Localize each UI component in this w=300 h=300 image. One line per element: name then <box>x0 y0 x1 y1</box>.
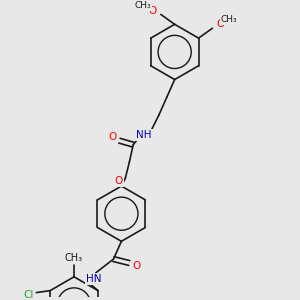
Text: O: O <box>114 176 123 186</box>
Text: NH: NH <box>136 130 152 140</box>
Text: O: O <box>149 5 157 16</box>
Text: Cl: Cl <box>23 290 34 300</box>
Text: HN: HN <box>86 274 101 284</box>
Text: CH₃: CH₃ <box>221 15 238 24</box>
Text: CH₃: CH₃ <box>135 1 152 10</box>
Text: O: O <box>132 261 140 271</box>
Text: O: O <box>216 19 224 29</box>
Text: CH₃: CH₃ <box>65 253 83 263</box>
Text: O: O <box>108 132 117 142</box>
